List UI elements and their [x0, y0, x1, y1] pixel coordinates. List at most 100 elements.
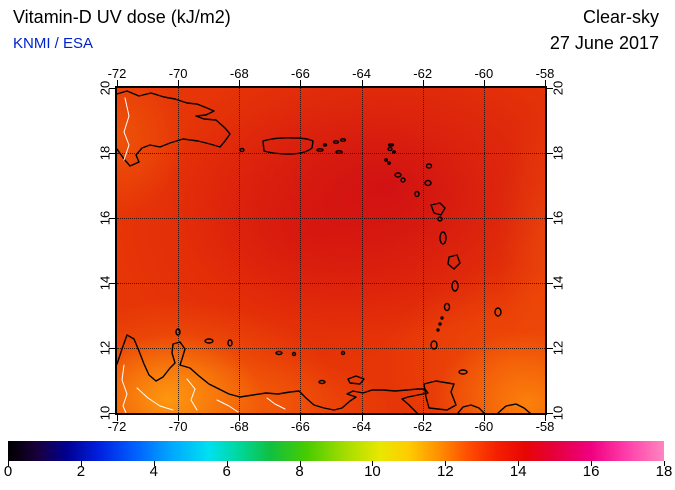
- date-label: 27 June 2017: [549, 33, 659, 53]
- border-river-group: [121, 97, 286, 413]
- axis-tick-mark: [109, 283, 115, 284]
- axis-tick-mark: [422, 415, 424, 421]
- lon-tick-label: -60: [474, 66, 494, 81]
- axis-tick-mark: [361, 80, 363, 86]
- colorbar-tick-mark: [372, 461, 374, 466]
- lon-tick-label: -72: [107, 419, 127, 434]
- axis-tick-mark: [239, 415, 241, 421]
- coastline-venezuela: [117, 334, 429, 413]
- gridline-horizontal: [117, 153, 545, 154]
- colorbar-tick-label: 6: [222, 463, 231, 480]
- axis-tick-mark: [483, 415, 485, 421]
- axis-tick-mark: [239, 80, 241, 86]
- lon-tick-label: -60: [474, 419, 494, 434]
- axis-tick-mark: [547, 413, 553, 414]
- axis-tick-mark: [483, 80, 485, 86]
- island-outline: [438, 322, 442, 326]
- lon-tick-label: -72: [107, 66, 127, 81]
- axis-tick-mark: [178, 415, 180, 421]
- lat-axis-left: 20 18 16 14 12 10: [98, 81, 113, 420]
- island-outline: [430, 340, 438, 350]
- colorbar-labels: 0 2 4 6 8 10 12 14 16 18: [4, 463, 673, 480]
- colorbar-tick-mark: [299, 461, 301, 466]
- coastline-hispaniola: [117, 90, 231, 167]
- island-outline: [443, 302, 451, 312]
- coastlines-svg: [117, 90, 531, 413]
- colorbar-tick-label: 16: [582, 463, 600, 480]
- island-outline: [316, 148, 324, 152]
- island-outline: [227, 339, 233, 347]
- axis-tick-mark: [361, 415, 363, 421]
- island-outline: [387, 146, 393, 152]
- island-outline: [291, 351, 297, 357]
- lon-tick-label: -58: [535, 419, 555, 434]
- map-panel: [109, 80, 553, 421]
- colorbar-tick-label: 0: [3, 463, 13, 480]
- lat-axis-right: 20 18 16 14 12 10: [551, 81, 566, 420]
- axis-tick-mark: [117, 415, 118, 421]
- lon-tick-label: -66: [291, 66, 310, 81]
- island-outline: [458, 369, 468, 375]
- axis-tick-mark: [109, 153, 115, 154]
- lon-axis-top: -72 -70 -68 -66 -64 -62 -60 -58: [108, 66, 555, 81]
- island-outline: [335, 150, 343, 154]
- island-outline: [424, 179, 432, 187]
- lon-tick-label: -62: [413, 419, 433, 434]
- axis-tick-mark: [109, 88, 115, 89]
- axis-tick-mark: [547, 88, 553, 89]
- island-outline: [332, 140, 340, 144]
- lon-tick-label: -66: [291, 419, 310, 434]
- axis-tick-mark: [422, 80, 424, 86]
- gridline-horizontal: [117, 348, 545, 349]
- island-outline: [392, 150, 397, 154]
- gridline-vertical: [483, 88, 485, 413]
- axis-tick-mark: [547, 153, 553, 154]
- coastline-trinidad: [423, 380, 457, 411]
- island-outlines: [175, 138, 502, 385]
- map-field: [117, 88, 545, 413]
- colorbar-tick-label: 14: [509, 463, 527, 480]
- colorbar-tick-label: 4: [149, 463, 158, 480]
- gridline-vertical: [300, 88, 302, 413]
- gridline-horizontal: [117, 218, 545, 219]
- island-outline: [204, 338, 214, 344]
- river-line: [136, 387, 174, 411]
- island-outline: [414, 190, 420, 198]
- header-left: Vitamin-D UV dose (kJ/m2) KNMI / ESA: [13, 7, 231, 52]
- island-outline: [451, 280, 459, 292]
- axis-tick-mark: [109, 218, 115, 219]
- island-outline: [384, 158, 388, 162]
- colorbar-tick-mark: [445, 461, 447, 466]
- colorbar-tick-mark: [226, 461, 228, 466]
- gridline-vertical: [361, 88, 363, 413]
- sky-condition-label: Clear-sky: [582, 7, 659, 27]
- axis-tick-mark: [178, 80, 180, 86]
- axis-tick-mark: [547, 283, 553, 284]
- colorbar-tick-mark: [591, 461, 593, 466]
- axis-tick-mark: [547, 218, 553, 219]
- colorbar-tick-mark: [153, 461, 155, 466]
- island-outline: [387, 143, 395, 147]
- coastline-guadeloupe: [430, 202, 446, 216]
- axis-tick-mark: [109, 413, 115, 414]
- colorbar: [8, 441, 665, 466]
- axis-tick-mark: [300, 415, 302, 421]
- island-outline: [340, 350, 346, 356]
- river-line: [216, 399, 239, 413]
- colorbar-tick-mark: [518, 461, 520, 466]
- lon-axis-bottom: -72 -70 -68 -66 -64 -62 -60 -58: [108, 419, 555, 434]
- gridline-vertical: [239, 88, 241, 413]
- island-outline: [436, 328, 440, 332]
- island-outline: [275, 350, 283, 356]
- island-outline: [400, 177, 406, 183]
- lon-tick-label: -70: [168, 66, 188, 81]
- lon-tick-label: -58: [535, 66, 555, 81]
- lon-tick-label: -70: [168, 419, 188, 434]
- gridline-vertical: [178, 88, 180, 413]
- colorbar-tick-mark: [8, 461, 9, 466]
- coastline-group: [117, 90, 531, 413]
- axis-tick-mark: [547, 348, 553, 349]
- island-outline: [387, 161, 391, 165]
- island-outline: [394, 172, 402, 178]
